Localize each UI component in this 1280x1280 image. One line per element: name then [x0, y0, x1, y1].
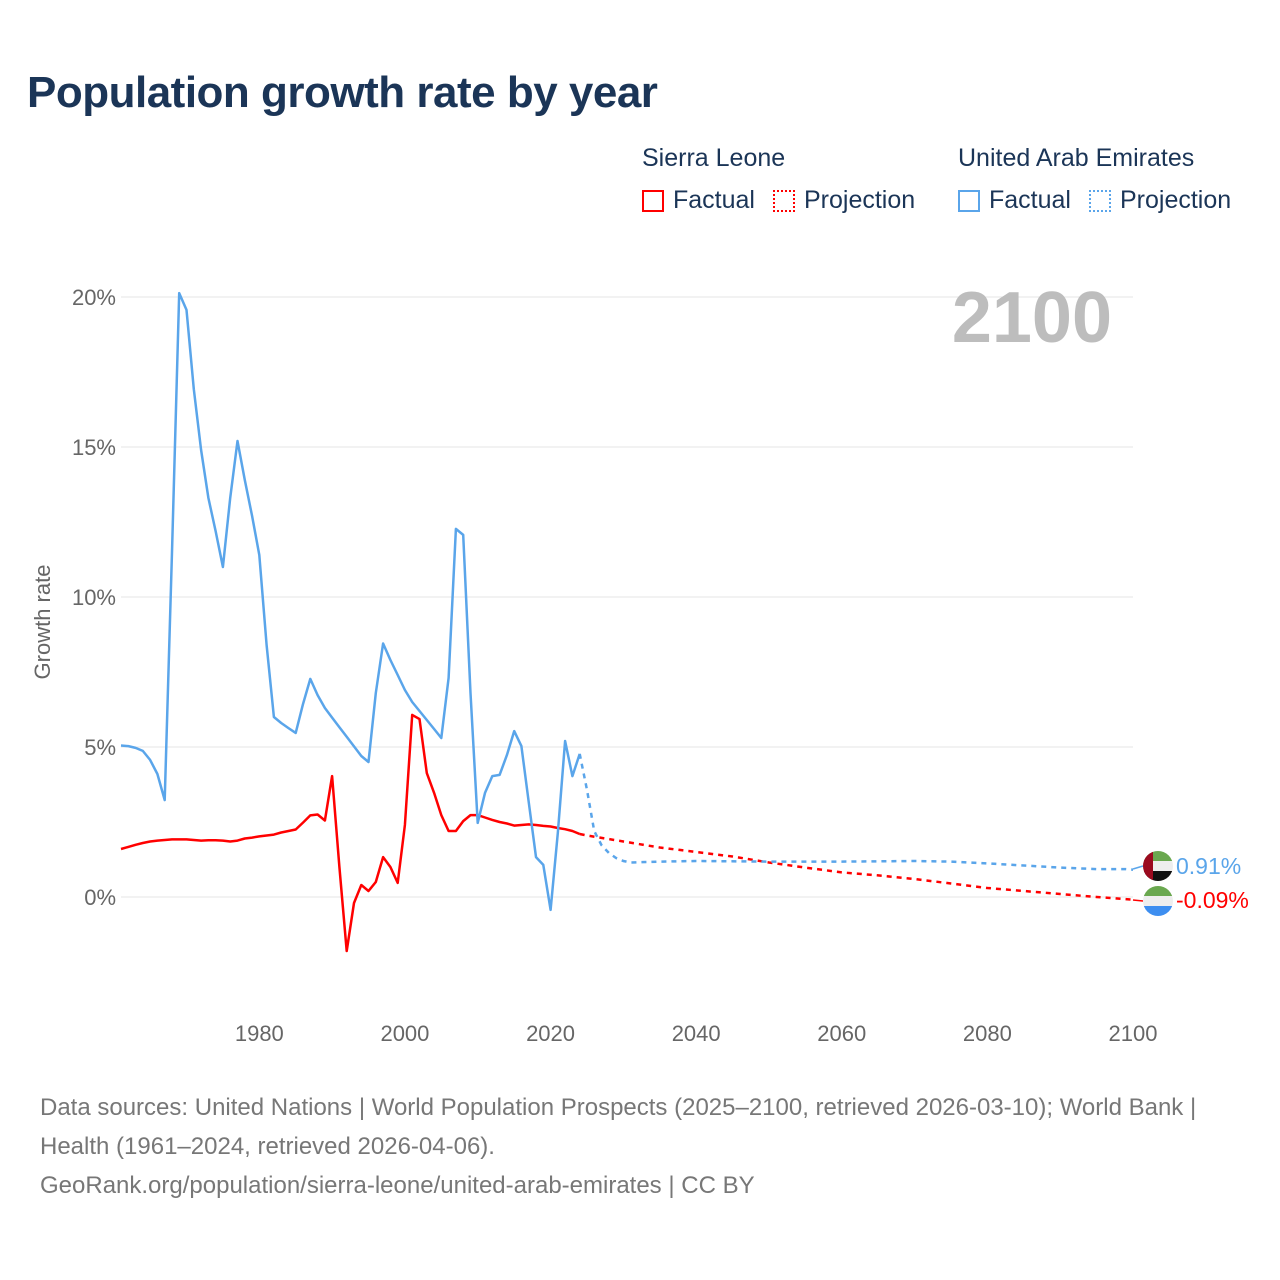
flag-stripe [1143, 886, 1173, 896]
y-tick-label: 0% [84, 885, 116, 910]
data-sources: Data sources: United Nations | World Pop… [40, 1094, 1197, 1160]
x-tick-label: 1980 [235, 1021, 284, 1046]
x-tick-label: 2020 [526, 1021, 575, 1046]
legend-swatch-dotted [772, 189, 795, 212]
legend-swatch-solid [958, 189, 980, 212]
legend-swatch-dotted [1088, 189, 1111, 212]
legend-item-projection[interactable]: Projection [772, 186, 916, 215]
y-tick-label: 20% [72, 285, 116, 310]
flag-stripe [1143, 851, 1173, 861]
flag-stripe [1143, 861, 1173, 871]
legend-uae: United Arab Emirates Factual Projection [958, 144, 1249, 215]
uae-factual-line [120, 291, 581, 912]
footer: Data sources: United Nations | World Pop… [40, 1088, 1240, 1205]
x-tick-label: 2000 [380, 1021, 429, 1046]
uae-end-value-label: 0.91% [1176, 853, 1241, 879]
legend-group-name: Sierra Leone [642, 144, 786, 172]
legend-label: Factual [989, 186, 1071, 214]
legend-item-factual[interactable]: Factual [958, 186, 1071, 215]
y-axis-label: Growth rate [30, 565, 55, 680]
y-tick-label: 10% [72, 585, 116, 610]
source-url[interactable]: GeoRank.org/population/sierra-leone/unit… [40, 1172, 755, 1199]
leader-line [1132, 899, 1144, 902]
flag-stripe [1143, 851, 1153, 881]
leader-line [1132, 865, 1144, 870]
sierra-leone-end-value-label: -0.09% [1176, 887, 1249, 913]
x-tick-label: 2100 [1109, 1021, 1158, 1046]
uae-flag-icon [1143, 851, 1173, 881]
legend-label: Projection [1119, 186, 1232, 214]
legend-label: Factual [673, 186, 755, 214]
legend-sierra-leone: Sierra Leone Factual Projection [642, 144, 933, 215]
x-tick-label: 2080 [963, 1021, 1012, 1046]
legend-group-name: United Arab Emirates [958, 144, 1195, 172]
y-tick-label: 15% [72, 435, 116, 460]
current-year-label: 2100 [952, 278, 1112, 358]
legend-label: Projection [803, 186, 916, 214]
sierra-leone-flag-icon [1143, 886, 1173, 916]
legend-item-factual[interactable]: Factual [642, 186, 755, 215]
x-tick-label: 2060 [817, 1021, 866, 1046]
chart-title: Population growth rate by year [27, 68, 658, 117]
flag-stripe [1143, 906, 1173, 916]
uae-projection-line [578, 753, 1134, 871]
y-tick-label: 5% [84, 735, 116, 760]
flag-stripe [1143, 896, 1173, 906]
sierra-leone-factual-line [120, 713, 581, 953]
sierra-leone-projection-line [579, 832, 1134, 901]
x-tick-label: 2040 [672, 1021, 721, 1046]
flag-stripe [1143, 871, 1173, 881]
legend-item-projection[interactable]: Projection [1088, 186, 1232, 215]
legend-swatch-solid [642, 189, 664, 212]
